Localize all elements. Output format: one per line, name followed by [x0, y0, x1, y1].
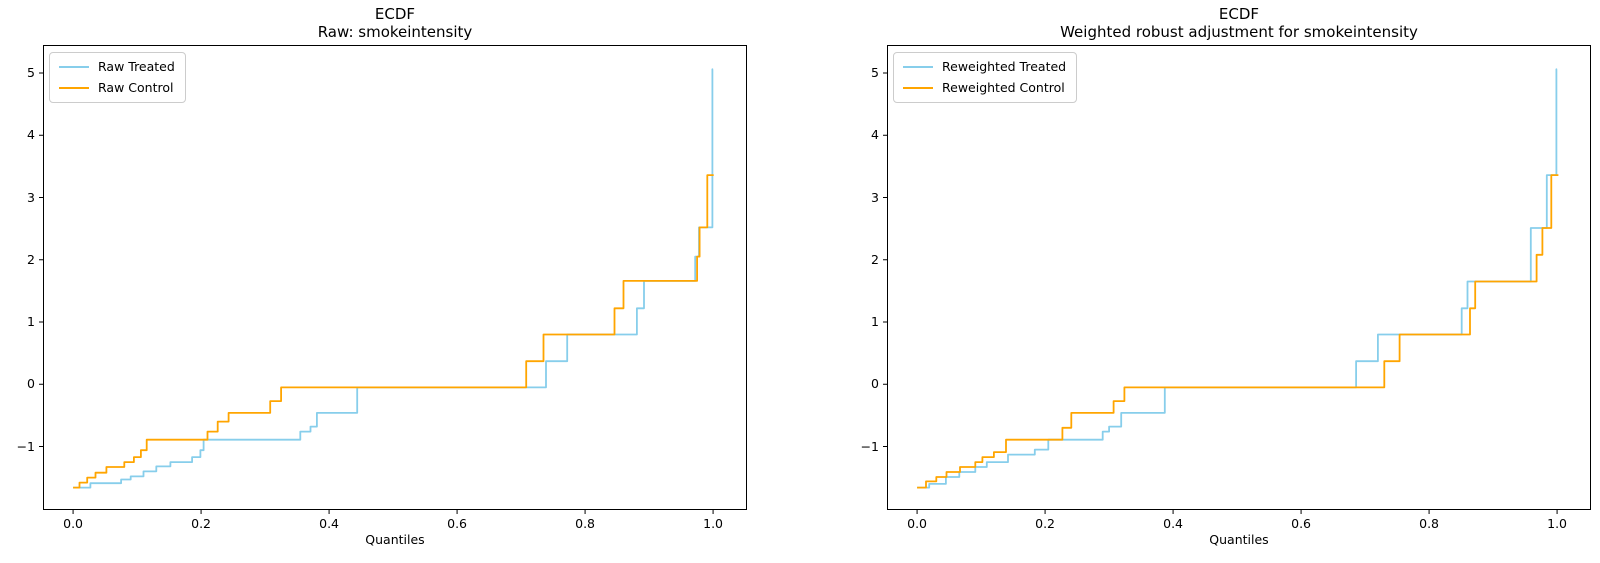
right-plot-title: ECDF Weighted robust adjustment for smok…	[1060, 5, 1418, 41]
y-tick-label: 3	[871, 189, 879, 205]
ecdf-step-line-raw-control	[73, 174, 714, 489]
ecdf-step-line-reweighted-control	[917, 174, 1559, 489]
legend-label: Raw Treated	[98, 59, 175, 74]
legend-entry: Raw Treated	[59, 58, 175, 76]
ecdf-step-line-reweighted-treated	[917, 68, 1558, 489]
x-tick-label: 0.2	[191, 516, 212, 531]
y-tick-label: 1	[871, 314, 879, 329]
y-tick-label: 2	[871, 251, 879, 267]
left-plot-title: ECDF Raw: smokeintensity	[318, 5, 473, 41]
y-tick-label: −1	[16, 438, 35, 454]
legend-label: Reweighted Treated	[942, 59, 1067, 74]
left-plot-title-line2: Raw: smokeintensity	[317, 23, 473, 41]
y-tick-label: −1	[860, 438, 879, 454]
left-xaxis-label: Quantiles	[365, 532, 425, 547]
y-tick-label: 0	[871, 376, 879, 392]
y-tick-label: 4	[871, 127, 879, 143]
y-tick-label: 5	[871, 65, 879, 80]
x-tick-label: 0.6	[1291, 516, 1312, 531]
right-plot-title-line2: Weighted robust adjustment for smokeinte…	[1060, 23, 1418, 41]
right-xaxis-label: Quantiles	[1209, 532, 1269, 547]
axes-frame	[43, 45, 747, 510]
axes-frame	[887, 45, 1591, 510]
legend-label: Reweighted Control	[942, 80, 1065, 95]
legend-label: Raw Control	[98, 80, 174, 95]
legend-entry: Reweighted Treated	[903, 58, 1066, 76]
y-tick-label: 3	[27, 189, 35, 205]
x-tick-label: 0.2	[1035, 516, 1056, 531]
left-plot-title-line1: ECDF	[374, 5, 416, 23]
x-tick-label: 0.8	[575, 516, 596, 531]
right-legend: Reweighted Treated Reweighted Control	[893, 52, 1078, 103]
treated-line-sample	[903, 66, 933, 68]
x-tick-label: 1.0	[1547, 516, 1568, 531]
control-line-sample	[59, 87, 89, 89]
x-tick-label: 0.6	[447, 516, 468, 531]
y-tick-label: 0	[27, 376, 35, 392]
y-tick-label: 4	[27, 127, 35, 143]
right-plot-title-line1: ECDF	[1218, 5, 1260, 23]
x-tick-label: 1.0	[703, 516, 724, 531]
y-tick-label: 5	[27, 65, 35, 80]
x-tick-label: 0.8	[1419, 516, 1440, 531]
left-legend: Raw Treated Raw Control	[49, 52, 186, 103]
x-tick-label: 0.0	[63, 516, 84, 531]
legend-entry: Reweighted Control	[903, 79, 1066, 97]
y-tick-label: 2	[27, 251, 35, 267]
y-tick-label: 1	[27, 314, 35, 329]
x-tick-label: 0.4	[1163, 516, 1184, 531]
treated-line-sample	[59, 66, 89, 68]
control-line-sample	[903, 87, 933, 89]
ecdf-step-line-raw-treated	[73, 68, 714, 489]
legend-entry: Raw Control	[59, 79, 175, 97]
x-tick-label: 0.0	[907, 516, 928, 531]
x-tick-label: 0.4	[319, 516, 340, 531]
